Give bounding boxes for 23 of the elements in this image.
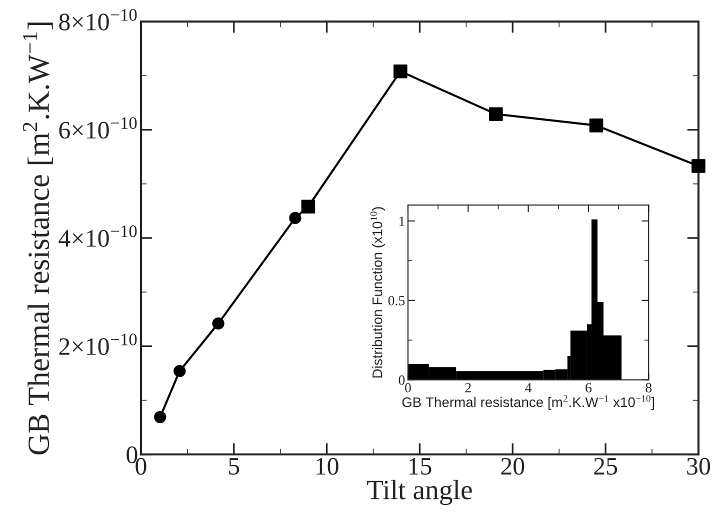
y-tick-label: 8×10$^{−10}$ [59,9,137,30]
x-tick-label: 6 [586,383,592,392]
y-tick-label: 0 [126,446,138,464]
x-tick-label: 2 [465,383,471,392]
x-tick-label: 5 [229,458,240,475]
y-tick-label: 6×10$^{−10}$ [59,117,137,139]
x-tick-label: 15 [409,458,432,475]
x-tick-label: 20 [501,458,524,475]
x-tick-label: 30 [687,458,710,475]
y-tick-label: 1 [399,216,404,226]
x-tick-label: 10 [316,458,338,475]
y-axis-title: Distribution Function (x10$^{10}$) [370,207,385,378]
x-axis-title: Tilt angle [367,480,472,506]
y-tick-label: 0.5 [388,296,405,306]
x-axis-title: GB Thermal resistance [m$^{2}$.K.W$^{−1}$ x10$^{−10}$] [402,395,654,410]
y-tick-label: 2×10$^{−10}$ [59,334,137,356]
x-tick-label: 4 [525,383,532,392]
x-tick-label: 25 [594,458,618,475]
y-tick-label: 0 [398,375,405,385]
y-axis-title: GB Thermal resistance [m$^{2}$.K.W$^{−1}$] [22,22,53,454]
x-tick-label: 0 [405,383,411,392]
y-tick-label: 4×10$^{−10}$ [58,225,137,247]
x-tick-label: 8 [646,383,652,392]
